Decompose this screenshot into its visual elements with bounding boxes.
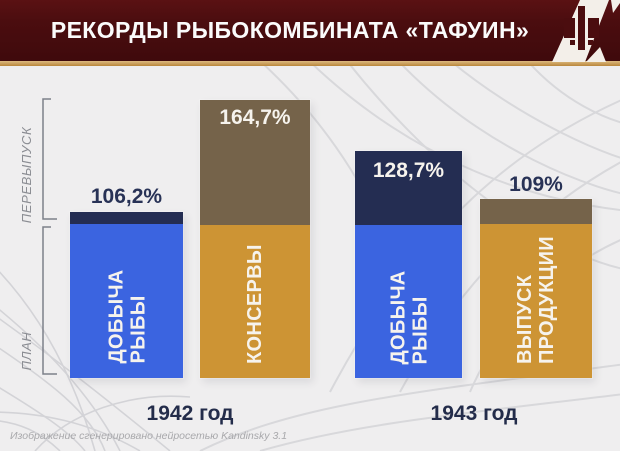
axis-label-plan: ПЛАН (19, 331, 34, 371)
bar-overfulfilment-segment (200, 100, 310, 225)
header-bar: РЕКОРДЫ РЫБОКОМБИНАТА «ТАФУИН» (0, 0, 620, 61)
f-lightning-logo-icon (552, 0, 620, 62)
bar-plan-segment (70, 224, 183, 378)
bar-category-label: ДОБЫЧА РЫБЫ (387, 270, 431, 365)
bar-overfulfilment-segment (480, 199, 592, 224)
bar-plan-segment (355, 225, 462, 378)
bar-category-label: ДОБЫЧА РЫБЫ (105, 269, 149, 364)
net-pattern (0, 62, 620, 451)
value-label-1942-fish: 106,2% (90, 185, 163, 208)
bar-plan-segment (480, 224, 592, 378)
value-label-1943-output: 109% (509, 173, 563, 196)
axis-brackets (42, 98, 57, 375)
bar-overfulfilment-segment (355, 151, 462, 225)
bar-1943-product-output: ВЫПУСК ПРОДУКЦИИ (480, 199, 592, 378)
bar-1943-fish-catch: 128,7% ДОБЫЧА РЫБЫ (355, 151, 462, 378)
bar-plan-segment (200, 225, 310, 378)
value-label-1943-fish: 128,7% (372, 159, 445, 182)
bar-category-label: КОНСЕРВЫ (244, 244, 266, 364)
bar-overfulfilment-segment (70, 212, 183, 224)
bar-category-label: ВЫПУСК ПРОДУКЦИИ (514, 236, 558, 364)
year-label-1943: 1943 год (430, 402, 518, 425)
generation-credit: Изображение сгенерировано нейросетью Kan… (10, 430, 288, 442)
year-label-1942: 1942 год (146, 402, 234, 425)
value-label-1942-canned: 164,7% (219, 106, 291, 129)
bar-1942-fish-catch: ДОБЫЧА РЫБЫ (70, 212, 183, 378)
axis-label-overfulfilment: ПЕРЕВЫПУСК (19, 126, 34, 224)
bar-1942-canned-goods: 164,7% КОНСЕРВЫ (200, 100, 310, 378)
header-divider (0, 61, 620, 66)
page-title: РЕКОРДЫ РЫБОКОМБИНАТА «ТАФУИН» (50, 17, 530, 43)
